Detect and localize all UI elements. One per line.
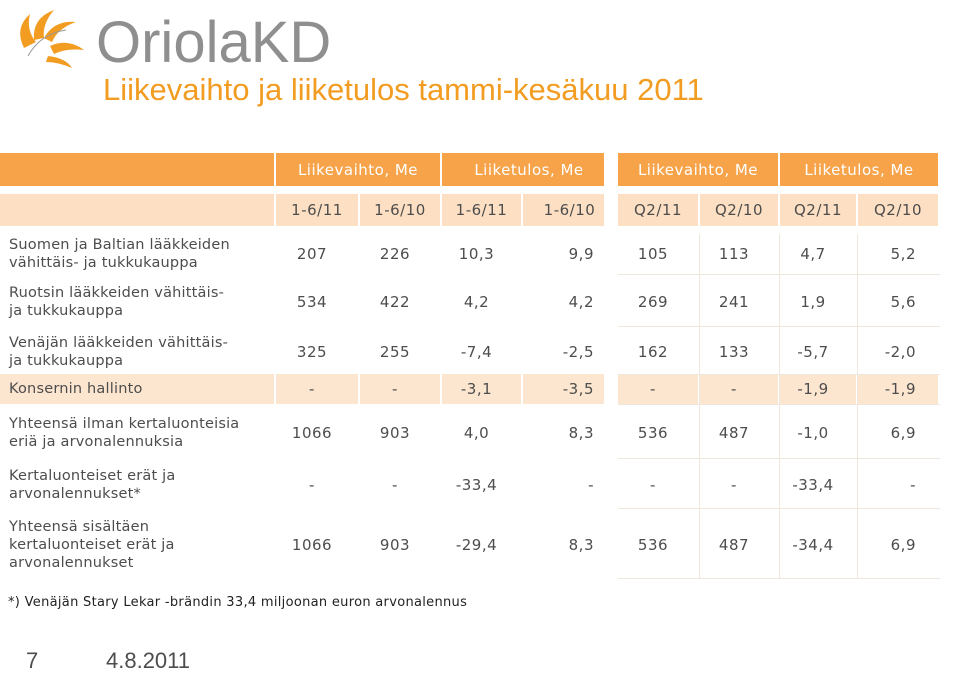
table-cell: -	[618, 374, 698, 404]
period-header: Q2/10	[700, 194, 778, 226]
table-cell: 5,6	[890, 292, 916, 311]
table-cell: 4,7	[800, 245, 826, 263]
oriolakd-logo: OriolaKD	[20, 10, 330, 70]
period-header: Q2/11	[618, 194, 698, 226]
grid-line	[618, 326, 940, 327]
table-cell: 6,9	[890, 536, 916, 554]
table-cell: 8,3	[568, 536, 594, 554]
row-label: Yhteensä ilman kertaluonteisia eriä ja a…	[9, 416, 240, 450]
table-cell: 207	[296, 245, 328, 263]
table-cell: -34,4	[792, 536, 834, 554]
table-cell: 226	[379, 245, 411, 263]
row-label: Konsernin hallinto	[0, 374, 274, 404]
presentation-date: 4.8.2011	[106, 648, 191, 673]
table-cell: 8,3	[568, 424, 594, 442]
table-cell: -1,9	[858, 374, 938, 404]
table-cell: 113	[718, 245, 750, 263]
table-cell: 241	[718, 292, 750, 311]
table-cell: 9,9	[568, 245, 594, 263]
table-cell: -7,4	[460, 343, 493, 361]
table-cell: 1,9	[800, 292, 826, 311]
table-cell: 534	[296, 292, 328, 311]
table-cell: -2,5	[562, 343, 594, 361]
row-label: Suomen ja Baltian lääkkeiden vähittäis- …	[9, 237, 230, 271]
table-cell: -3,1	[442, 374, 521, 404]
row-label: Yhteensä sisältäen kertaluonteiset erät …	[9, 519, 175, 571]
table-cell: 422	[379, 292, 411, 311]
table-cell: 105	[637, 245, 669, 263]
table-cell: -	[588, 476, 594, 494]
table-cell: 903	[379, 424, 411, 442]
table-cell: 255	[379, 343, 411, 361]
table-cell: -1,0	[797, 424, 829, 442]
grid-line	[618, 508, 940, 509]
period-header: 1-6/10	[360, 194, 440, 226]
table-cell: -	[700, 374, 778, 404]
row-label: Venäjän lääkkeiden vähittäis- ja tukkuka…	[9, 335, 229, 369]
group-header-1: Liikevaihto, Me	[276, 153, 440, 186]
grid-line	[857, 234, 858, 578]
table-cell: -	[276, 374, 358, 404]
table-cell: 5,2	[890, 245, 916, 263]
period-header: 1-6/10	[523, 194, 616, 226]
table-cell: 4,2	[463, 292, 490, 311]
row-label: Kertaluonteiset erät ja arvonalennukset*	[9, 468, 176, 502]
grid-line	[618, 404, 940, 405]
period-header: 1-6/11	[442, 194, 521, 226]
row-label: Ruotsin lääkkeiden vähittäis- ja tukkuka…	[9, 284, 225, 319]
grid-line	[699, 234, 700, 578]
group-header-2: Liiketulos, Me	[442, 153, 616, 186]
header-corner	[0, 153, 274, 186]
grid-line	[618, 374, 940, 375]
table-cell: 1066	[291, 424, 333, 442]
table-cell: -29,4	[455, 536, 498, 554]
page-title: Liikevaihto ja liiketulos tammi-kesäkuu …	[103, 72, 704, 107]
period-header: Q2/10	[858, 194, 938, 226]
page-number: 7	[26, 648, 39, 673]
table-cell: -	[731, 476, 737, 494]
grid-line	[618, 274, 940, 275]
group-header-4: Liiketulos, Me	[780, 153, 938, 186]
table-cell: -	[650, 476, 656, 494]
table-cell: -	[309, 476, 315, 494]
table-cell: 536	[637, 536, 669, 554]
column-divider	[604, 153, 618, 579]
table-cell: 6,9	[890, 424, 916, 442]
table-cell: -	[360, 374, 440, 404]
group-header-3: Liikevaihto, Me	[618, 153, 778, 186]
table-cell: -5,7	[797, 343, 829, 361]
table-cell: 269	[637, 292, 669, 311]
table-cell: 325	[296, 343, 328, 361]
period-header: 1-6/11	[276, 194, 358, 226]
table-cell: -2,0	[884, 343, 916, 361]
table-cell: 1066	[291, 536, 333, 554]
footnote: *) Venäjän Stary Lekar -brändin 33,4 mil…	[8, 595, 468, 610]
header-corner-sub	[0, 194, 274, 226]
table-cell: -33,4	[455, 476, 498, 494]
table-cell: 903	[379, 536, 411, 554]
table-cell: 162	[637, 343, 669, 361]
table-cell: -3,5	[523, 374, 616, 404]
table-cell: -	[392, 476, 398, 494]
table-cell: 4,2	[568, 292, 594, 311]
table-cell: 487	[718, 424, 750, 442]
grid-line	[618, 578, 940, 579]
grid-line	[618, 458, 940, 459]
table-cell: 536	[637, 424, 669, 442]
period-header: Q2/11	[780, 194, 856, 226]
sun-burst-icon	[20, 10, 84, 68]
table-cell: 10,3	[458, 245, 495, 263]
table-cell: 487	[718, 536, 750, 554]
table-cell: -	[910, 476, 916, 494]
grid-line	[779, 234, 780, 578]
table-cell: -1,9	[780, 374, 856, 404]
table-cell: 4,0	[463, 424, 490, 442]
table-cell: -33,4	[792, 476, 834, 494]
table-cell: 133	[718, 343, 750, 361]
logo-text: OriolaKD	[96, 10, 330, 70]
